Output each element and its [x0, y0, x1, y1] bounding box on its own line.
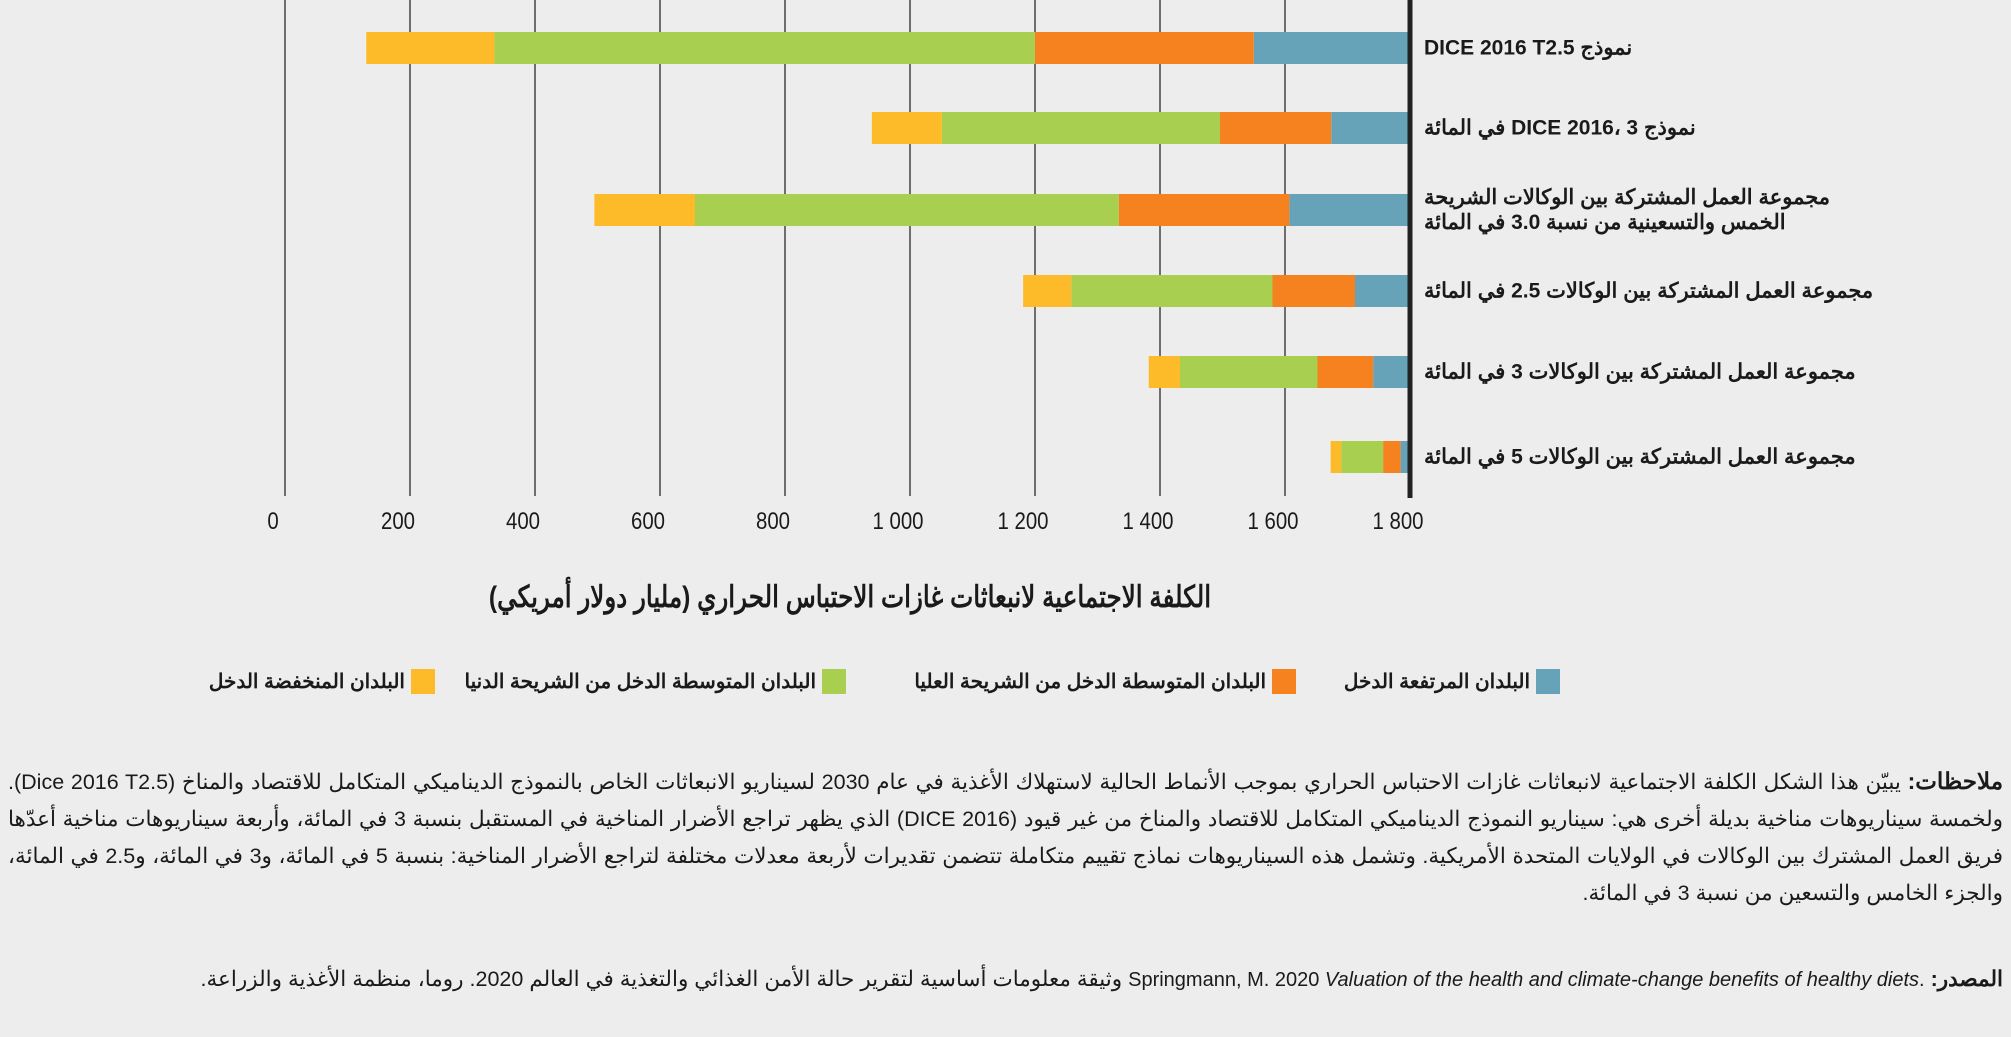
legend-swatch — [822, 668, 846, 694]
category-label: مجموعة العمل المشتركة بين الوكالات 2.5 ف… — [1424, 279, 2004, 304]
x-tick-label: 1 000 — [872, 508, 924, 535]
source-author: Springmann, M. 2020 — [1128, 969, 1320, 991]
x-tick-label: 800 — [755, 508, 791, 535]
legend-item: البلدان المرتفعة الدخل — [1344, 668, 1560, 694]
bar-segment — [1355, 275, 1410, 307]
bar-segment — [871, 112, 942, 144]
category-label: مجموعة العمل المشتركة بين الوكالات 3 في … — [1424, 360, 2004, 385]
category-label-line: مجموعة العمل المشتركة بين الوكالات الشري… — [1424, 186, 1831, 209]
x-tick-label: 1 400 — [1122, 508, 1174, 535]
source-label: المصدر: — [1930, 967, 2003, 991]
category-label: نموذج DICE 2016 T2.5 — [1424, 36, 2004, 61]
bar-segment — [695, 194, 1119, 226]
x-tick-label: 1 200 — [997, 508, 1049, 535]
legend-swatch — [1536, 668, 1560, 694]
source-rest: وثيقة معلومات أساسية لتقرير حالة الأمن ا… — [200, 967, 1123, 991]
bar-segment — [366, 32, 495, 64]
x-axis-title: الكلفة الاجتماعية لانبعاثات غازات الاحتب… — [488, 581, 1212, 614]
source-title: Valuation of the health and climate-chan… — [1324, 969, 1920, 991]
bar-segment — [1220, 112, 1332, 144]
category-label-line: نموذج DICE 2016، 3 في المائة — [1424, 116, 1696, 140]
category-label-line: مجموعة العمل المشتركة بين الوكالات 2.5 ف… — [1424, 279, 1874, 303]
category-label-line: مجموعة العمل المشتركة بين الوكالات 3 في … — [1424, 360, 1856, 384]
x-tick-label: 0 — [267, 508, 279, 535]
bar-segment — [1400, 441, 1410, 473]
bar-segment — [1023, 275, 1072, 307]
bar-segment — [1341, 441, 1384, 473]
category-label: مجموعة العمل المشتركة بين الوكالات الشري… — [1424, 185, 2004, 235]
bar-segment — [1148, 356, 1180, 388]
legend-label: البلدان المرتفعة الدخل — [1343, 670, 1530, 693]
bar-segment — [1035, 32, 1254, 64]
legend-item: البلدان المتوسطة الدخل من الشريحة العليا — [914, 668, 1296, 694]
bar-segment — [1330, 441, 1342, 473]
bar-segment — [1071, 275, 1273, 307]
x-tick-label: 400 — [505, 508, 541, 535]
legend-swatch — [411, 668, 435, 694]
bar-segment — [1317, 356, 1374, 388]
legend-item: البلدان المنخفضة الدخل — [209, 668, 435, 694]
legend-label: البلدان المتوسطة الدخل من الشريحة العليا — [914, 670, 1266, 693]
notes-paragraph: ملاحظات: يبيّن هذا الشكل الكلفة الاجتماع… — [8, 763, 2003, 912]
bar-segment — [1272, 275, 1355, 307]
notes-label: ملاحظات: — [1907, 768, 2004, 794]
notes-text: يبيّن هذا الشكل الكلفة الاجتماعية لانبعا… — [8, 770, 2004, 905]
category-label: نموذج DICE 2016، 3 في المائة — [1424, 116, 2004, 141]
bar-segment — [1180, 356, 1318, 388]
source-paragraph: المصدر: Springmann, M. 2020 Valuation of… — [200, 967, 2003, 991]
bar-segment — [1253, 32, 1410, 64]
legend-label: البلدان المتوسطة الدخل من الشريحة الدنيا — [464, 670, 816, 693]
bar-segment — [594, 194, 695, 226]
x-tick-label: 200 — [380, 508, 416, 535]
legend-label: البلدان المنخفضة الدخل — [208, 670, 405, 693]
x-tick-label: 1 600 — [1247, 508, 1299, 535]
category-label-line: مجموعة العمل المشتركة بين الوكالات 5 في … — [1424, 445, 1856, 469]
bar-segment — [1289, 194, 1410, 226]
bar-segment — [1331, 112, 1410, 144]
category-label-line: الخمس والتسعينية من نسبة 3.0 في المائة — [1424, 211, 1786, 234]
x-tick-label: 600 — [630, 508, 666, 535]
bar-segment — [941, 112, 1220, 144]
bar-segment — [1118, 194, 1290, 226]
category-label: مجموعة العمل المشتركة بين الوكالات 5 في … — [1424, 445, 2004, 470]
x-tick-label: 1 800 — [1372, 508, 1424, 535]
bar-segment — [494, 32, 1035, 64]
category-label-line: نموذج DICE 2016 T2.5 — [1424, 36, 1633, 60]
bar-segment — [1383, 441, 1401, 473]
legend-item: البلدان المتوسطة الدخل من الشريحة الدنيا — [465, 668, 846, 694]
legend-swatch — [1272, 668, 1296, 694]
bar-segment — [1373, 356, 1410, 388]
